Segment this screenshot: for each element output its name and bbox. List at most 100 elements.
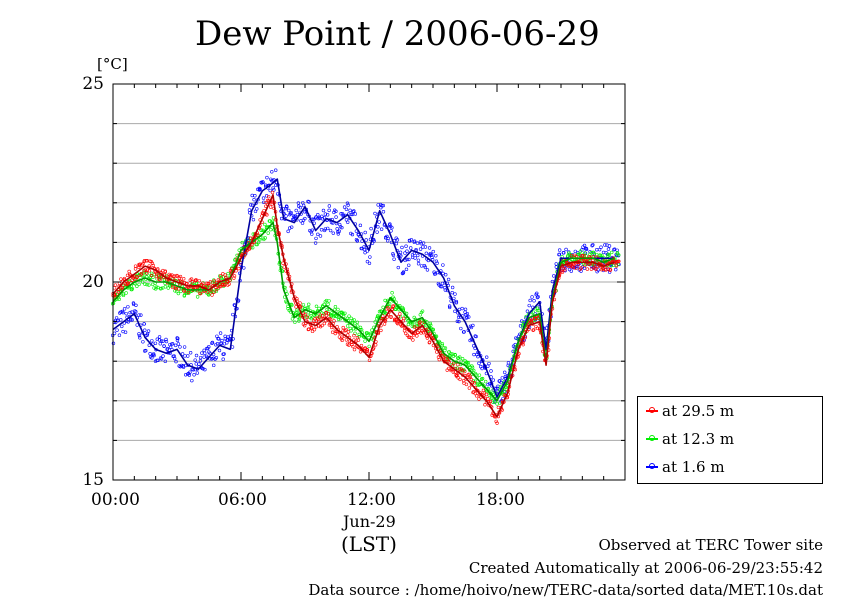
legend-item-1-6m: at 1.6 m <box>646 458 725 476</box>
data-marker <box>270 170 274 174</box>
data-marker <box>571 265 575 270</box>
data-marker <box>155 337 160 341</box>
data-marker <box>352 209 356 213</box>
data-marker <box>314 215 318 219</box>
data-marker <box>309 325 314 330</box>
data-marker <box>552 274 556 278</box>
data-marker <box>121 293 126 298</box>
data-marker <box>530 295 534 299</box>
data-marker <box>592 265 596 269</box>
footer-observed: Observed at TERC Tower site <box>598 536 823 554</box>
data-marker <box>210 357 214 361</box>
data-marker <box>471 323 475 328</box>
data-marker <box>599 245 603 249</box>
data-marker <box>305 315 310 319</box>
data-marker <box>303 216 307 221</box>
data-marker <box>347 314 351 318</box>
data-marker <box>293 320 297 324</box>
data-marker <box>532 299 536 303</box>
data-marker <box>310 232 314 236</box>
data-marker <box>441 271 445 276</box>
data-marker <box>444 273 448 277</box>
data-marker <box>409 238 414 242</box>
data-marker <box>407 239 412 243</box>
data-marker <box>175 336 179 340</box>
data-marker <box>345 324 350 328</box>
data-marker <box>112 286 117 290</box>
data-marker <box>578 249 583 253</box>
y-axis-unit: [°C] <box>97 55 128 73</box>
data-marker <box>340 335 344 339</box>
data-marker <box>413 256 417 260</box>
data-marker <box>521 342 525 347</box>
data-marker <box>416 258 421 262</box>
data-marker <box>355 324 360 328</box>
data-marker <box>421 330 426 335</box>
data-marker <box>424 251 429 256</box>
data-marker <box>367 344 371 349</box>
data-marker <box>232 274 237 278</box>
data-marker <box>607 253 612 257</box>
data-marker <box>350 342 354 347</box>
data-marker <box>125 282 130 287</box>
data-marker <box>293 214 297 218</box>
data-marker <box>222 283 227 288</box>
data-marker <box>305 306 310 310</box>
data-marker <box>455 319 460 324</box>
data-marker <box>161 339 165 343</box>
data-marker <box>232 276 236 280</box>
data-marker <box>159 286 163 291</box>
data-marker <box>486 382 490 387</box>
data-marker <box>617 253 621 257</box>
data-marker <box>369 226 373 231</box>
data-marker <box>224 275 228 279</box>
data-marker <box>263 236 267 240</box>
data-marker <box>352 333 356 338</box>
data-marker <box>351 210 355 214</box>
data-marker <box>194 281 198 286</box>
data-marker <box>379 309 383 313</box>
data-marker <box>200 351 204 355</box>
data-marker <box>210 340 215 345</box>
data-marker <box>418 240 423 244</box>
data-marker <box>562 251 566 255</box>
data-marker <box>115 328 119 332</box>
data-marker <box>253 193 257 198</box>
data-marker <box>583 251 587 255</box>
data-marker <box>291 217 296 221</box>
data-marker <box>161 354 165 358</box>
data-marker <box>350 232 355 237</box>
data-marker <box>431 249 435 254</box>
data-marker <box>192 373 196 377</box>
data-marker <box>325 307 329 312</box>
data-marker <box>443 288 448 292</box>
data-marker <box>341 329 345 333</box>
data-marker <box>139 313 143 317</box>
data-marker <box>352 318 356 322</box>
data-marker <box>333 305 338 309</box>
data-marker <box>158 278 162 282</box>
data-marker <box>141 340 145 344</box>
data-marker <box>222 282 227 286</box>
y-tick-20: 20 <box>82 272 104 292</box>
data-marker <box>399 319 403 324</box>
data-marker <box>145 282 149 287</box>
data-marker <box>495 386 500 391</box>
data-marker <box>186 354 190 358</box>
data-marker <box>208 351 212 356</box>
data-marker <box>180 352 185 356</box>
data-marker <box>287 226 292 230</box>
data-marker <box>434 254 438 258</box>
data-marker <box>534 324 538 329</box>
data-marker <box>614 264 619 268</box>
footer-source: Data source : /home/hoivo/new/TERC-data/… <box>308 581 823 599</box>
data-marker <box>318 234 323 238</box>
data-marker <box>150 356 154 360</box>
data-marker <box>390 291 394 295</box>
data-marker <box>356 338 361 342</box>
data-marker <box>258 238 262 242</box>
data-marker <box>330 330 335 334</box>
data-marker <box>201 367 205 371</box>
data-marker <box>124 291 128 295</box>
data-marker <box>413 331 417 336</box>
